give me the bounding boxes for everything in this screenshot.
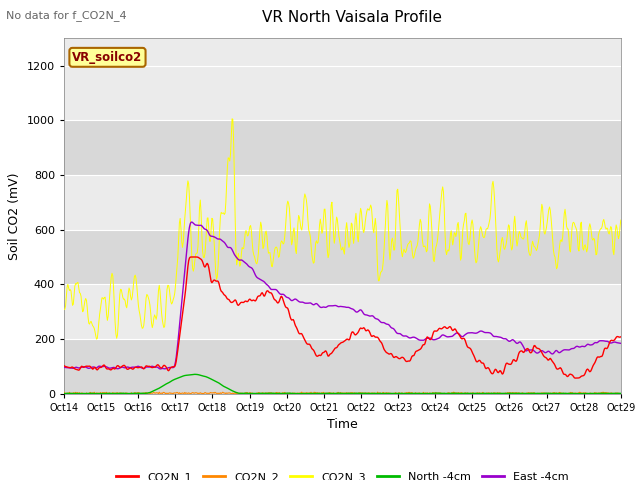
Bar [64, 339, 621, 394]
Text: VR North Vaisala Profile: VR North Vaisala Profile [262, 10, 442, 24]
Bar [64, 120, 621, 175]
Bar [64, 229, 621, 284]
X-axis label: Time: Time [327, 418, 358, 431]
Text: VR_soilco2: VR_soilco2 [72, 51, 143, 64]
Y-axis label: Soil CO2 (mV): Soil CO2 (mV) [8, 172, 21, 260]
Legend: CO2N_1, CO2N_2, CO2N_3, North -4cm, East -4cm: CO2N_1, CO2N_2, CO2N_3, North -4cm, East… [112, 468, 573, 480]
Text: No data for f_CO2N_4: No data for f_CO2N_4 [6, 10, 127, 21]
